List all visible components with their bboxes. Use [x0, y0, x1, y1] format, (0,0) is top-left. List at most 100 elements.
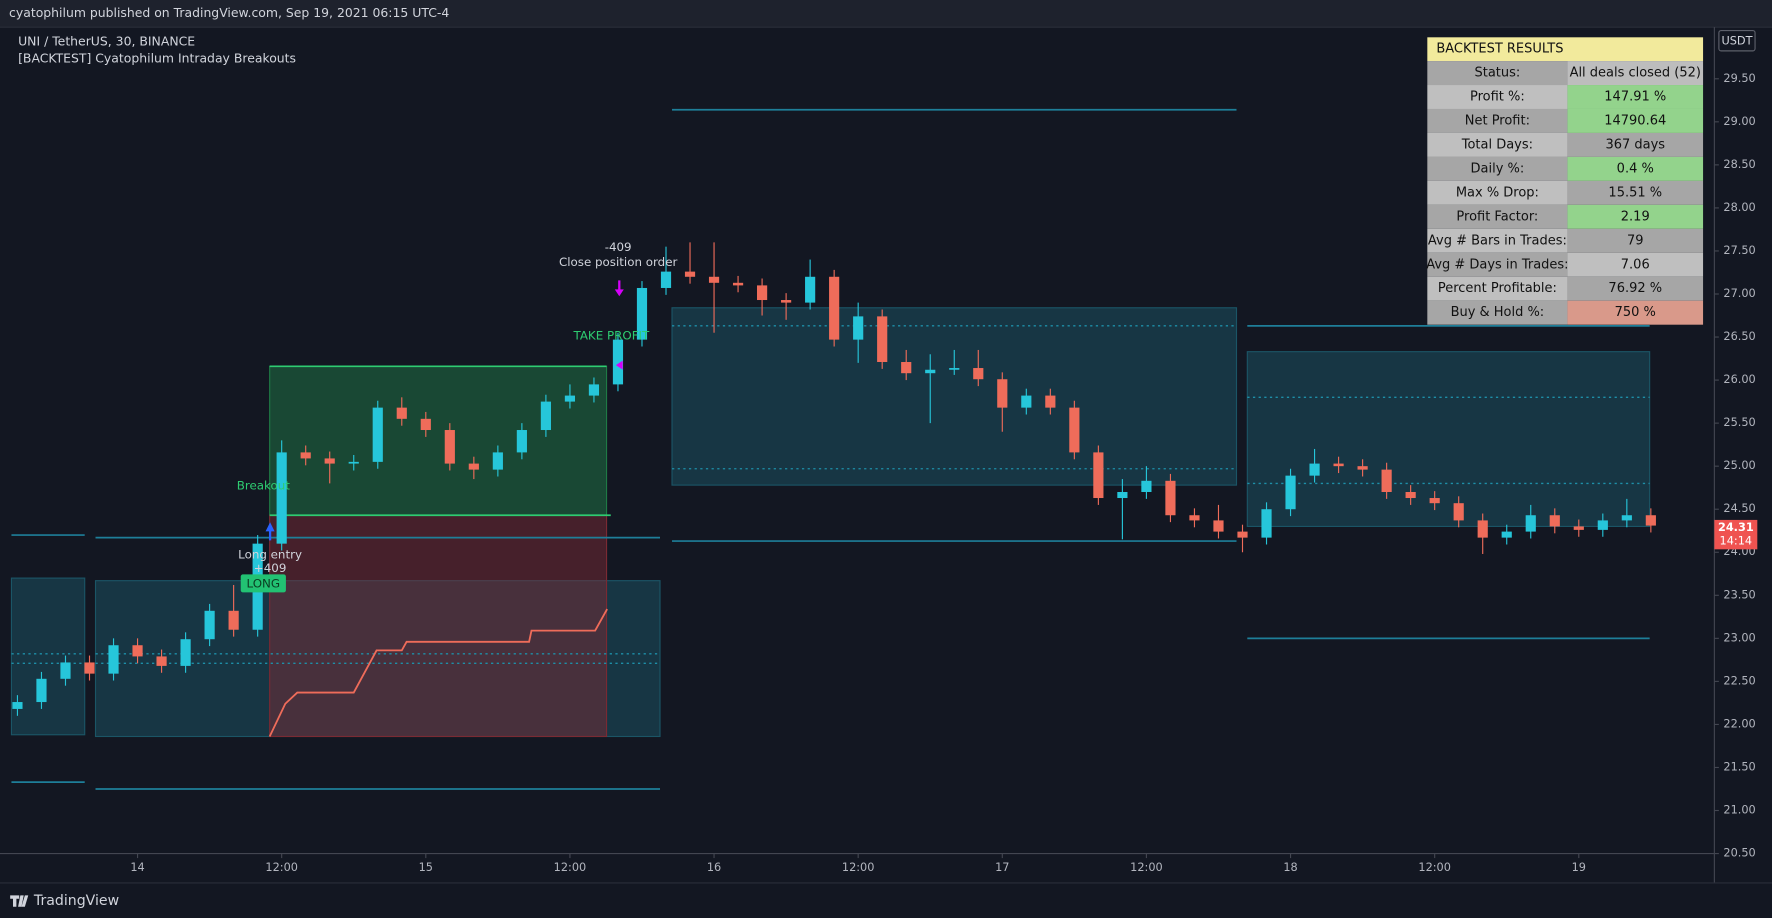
candle-body	[636, 287, 648, 340]
candle-body	[132, 645, 143, 657]
long-badge	[240, 574, 286, 593]
table-label: Avg # Days in Trades:	[1426, 257, 1568, 272]
x-tick-label: 16	[707, 861, 721, 874]
candle-body	[1165, 480, 1176, 516]
table-value: 14790.64	[1604, 113, 1666, 128]
x-tick-label: 12:00	[842, 861, 875, 874]
x-tick-label: 19	[1572, 861, 1586, 874]
candle-body	[1333, 463, 1344, 467]
candle-body	[949, 368, 960, 370]
x-tick-label: 14	[130, 861, 144, 874]
breakout-label: Breakout	[237, 479, 291, 493]
y-tick-label: 23.00	[1723, 631, 1755, 644]
candle-body	[660, 271, 672, 288]
candle-body	[420, 418, 431, 431]
candle-body	[12, 702, 23, 709]
y-tick-label: 29.00	[1723, 115, 1755, 128]
table-value: 7.06	[1621, 257, 1650, 272]
table-label-cell	[1427, 276, 1568, 301]
candle-body	[540, 401, 551, 431]
range-box	[269, 514, 608, 738]
x-tick-label: 12:00	[265, 861, 298, 874]
candle-body	[444, 430, 455, 464]
table-label: Avg # Bars in Trades:	[1428, 233, 1567, 248]
logo	[10, 895, 29, 907]
table-label-cell	[1427, 228, 1568, 253]
table-label-cell	[1427, 252, 1568, 277]
candle-body	[781, 300, 792, 303]
top-bar	[0, 0, 1772, 28]
table-label-cell	[1427, 180, 1568, 205]
candle-body	[1357, 466, 1368, 470]
candle-body	[108, 645, 119, 674]
table-label-cell	[1427, 156, 1568, 181]
y-tick-label: 26.50	[1723, 330, 1755, 343]
candle-body	[877, 316, 888, 363]
candle-body	[1381, 469, 1392, 492]
candle-body	[708, 276, 720, 283]
x-tick-label: 12:00	[1130, 861, 1163, 874]
candle-body	[180, 639, 191, 666]
candle-body	[1021, 395, 1032, 408]
candle-body	[1573, 526, 1584, 530]
candle-body	[1117, 491, 1128, 499]
range-box	[671, 307, 1238, 486]
unit-box[interactable]	[1718, 29, 1756, 52]
take-profit-label: TAKE PROFIT	[573, 328, 651, 342]
y-tick-label: 24.50	[1723, 502, 1755, 515]
table-value: 147.91 %	[1604, 89, 1666, 104]
table-label-cell	[1427, 108, 1568, 133]
axes: 20.5021.0021.5022.0022.5023.0023.5024.00…	[130, 72, 1758, 874]
table-value: 79	[1627, 233, 1644, 248]
candle-body	[204, 610, 215, 640]
candle-body	[1237, 531, 1248, 538]
footer-brand: TradingView	[33, 893, 119, 909]
strategy-title: [BACKTEST] Cyatophilum Intraday Breakout…	[18, 50, 296, 65]
exit-label: Close position order	[559, 255, 678, 269]
candle-body	[324, 458, 335, 464]
long-label: LONG	[247, 576, 281, 590]
y-tick-label: 22.50	[1723, 674, 1755, 687]
candle-body	[300, 452, 311, 459]
table-label: Percent Profitable:	[1438, 281, 1557, 296]
table-label: Daily %:	[1471, 161, 1525, 176]
candle-body	[564, 395, 576, 402]
y-tick-label: 27.50	[1723, 244, 1755, 257]
candle-body	[1213, 520, 1224, 532]
unit-label[interactable]: USDT	[1721, 34, 1752, 47]
x-tick-label: 15	[419, 861, 433, 874]
entry-qty: +409	[254, 561, 287, 575]
table-label: Profit Factor:	[1456, 209, 1538, 224]
exit-arrow	[614, 280, 624, 297]
publish-info: cyatophilum published on TradingView.com…	[9, 5, 449, 20]
table-label-cell	[1427, 61, 1568, 86]
candle-body	[684, 271, 696, 277]
table-label-cell	[1427, 132, 1568, 157]
y-tick-label: 22.00	[1723, 717, 1755, 730]
y-tick-label: 20.50	[1723, 847, 1755, 860]
table-value-cell	[1567, 108, 1704, 133]
exit-qty: -409	[605, 240, 632, 254]
last-price-label: 24.31	[1718, 521, 1754, 534]
candle-body	[60, 662, 71, 679]
range-box	[10, 577, 86, 736]
candle-body	[1621, 515, 1632, 521]
annotations: Breakout Long entry +409 LONG -409 Close…	[237, 240, 678, 593]
candle-body	[1477, 520, 1488, 538]
candle-body	[1285, 475, 1296, 510]
candle-body	[732, 282, 744, 286]
y-tick-label: 26.00	[1723, 373, 1755, 386]
last-price-badge	[1714, 519, 1758, 550]
table-label: Max % Drop:	[1456, 185, 1539, 200]
candle-body	[36, 678, 47, 703]
x-tick-label: 17	[995, 861, 1009, 874]
candle-body	[1405, 491, 1416, 499]
candle-body	[1429, 498, 1440, 504]
candle-body	[276, 452, 287, 544]
exit-marker	[615, 360, 623, 370]
candle-body	[1453, 503, 1464, 521]
candle-body	[1141, 480, 1152, 492]
candle-body	[901, 362, 912, 374]
candle-body	[84, 662, 95, 674]
